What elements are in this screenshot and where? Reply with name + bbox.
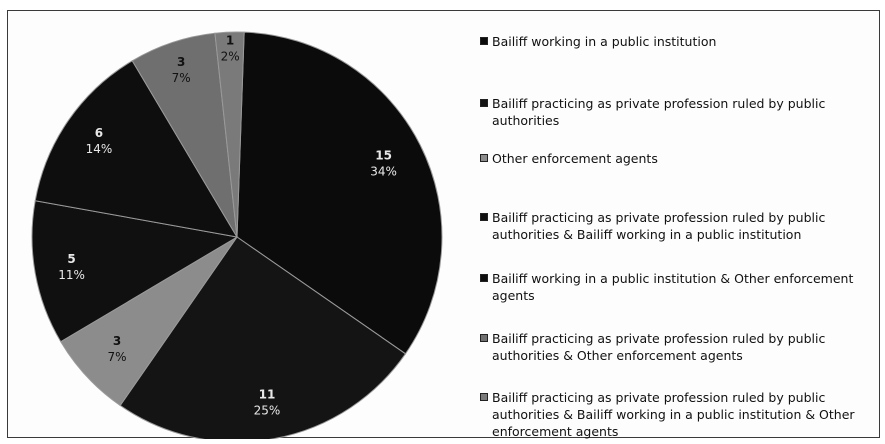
- slice-percent-label: 7%: [172, 71, 191, 85]
- legend-swatch: [480, 213, 488, 221]
- pie-slice: [236, 31, 443, 355]
- legend-item: Bailiff practicing as private profession…: [480, 389, 880, 440]
- slice-percent-label: 2%: [221, 50, 240, 64]
- pie-slice: [31, 200, 239, 343]
- slice-percent-label: 34%: [370, 165, 397, 179]
- legend-label: Bailiff practicing as private profession…: [492, 96, 826, 128]
- slice-value-label: 1: [226, 34, 234, 48]
- legend-label: Other enforcement agents: [492, 151, 658, 166]
- legend-item: Other enforcement agents: [480, 150, 880, 167]
- pie-slice: [214, 31, 245, 238]
- legend-label: Bailiff practicing as private profession…: [492, 390, 855, 439]
- legend-label: Bailiff practicing as private profession…: [492, 331, 826, 363]
- legend-swatch: [480, 154, 488, 162]
- pie-slice: [119, 236, 407, 439]
- legend-label: Bailiff working in a public institution: [492, 34, 717, 49]
- slice-value-label: 3: [177, 55, 185, 69]
- slice-value-label: 11: [259, 387, 276, 401]
- slice-percent-label: 11%: [58, 268, 85, 282]
- pie-slice: [34, 60, 238, 238]
- legend-item: Bailiff working in a public institution …: [480, 270, 880, 304]
- chart-frame: 15 34% 11 25% 3 7% 5 11% 6 14% 3 7% 1 2% Bailiff work…: [7, 10, 880, 440]
- slice-value-label: 5: [67, 252, 75, 266]
- slice-percent-label: 14%: [86, 142, 113, 156]
- legend-swatch: [480, 274, 488, 282]
- legend-item: Bailiff practicing as private profession…: [480, 330, 880, 364]
- legend-item: Bailiff working in a public institution: [480, 33, 880, 50]
- slice-percent-label: 7%: [107, 350, 126, 364]
- legend-label: Bailiff working in a public institution …: [492, 271, 854, 303]
- legend-swatch: [480, 393, 488, 401]
- slice-value-label: 6: [95, 126, 103, 140]
- slice-value-label: 3: [113, 334, 121, 348]
- legend-swatch: [480, 334, 488, 342]
- legend-swatch: [480, 37, 488, 45]
- legend-swatch: [480, 99, 488, 107]
- pie-chart: 15 34% 11 25% 3 7% 5 11% 6 14% 3 7% 1 2%: [31, 31, 443, 439]
- legend-item: Bailiff practicing as private profession…: [480, 209, 880, 243]
- slice-percent-label: 25%: [254, 403, 281, 417]
- slice-value-label: 15: [375, 149, 392, 163]
- legend-label: Bailiff practicing as private profession…: [492, 210, 826, 242]
- legend-item: Bailiff practicing as private profession…: [480, 95, 880, 129]
